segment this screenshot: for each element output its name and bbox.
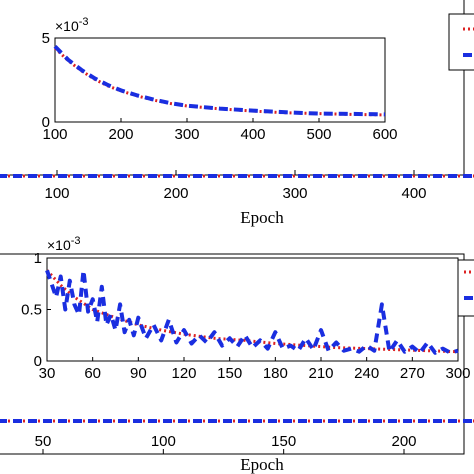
- bottom-inset-xtick-label: 120: [171, 365, 196, 382]
- bottom-inset-series-blue: [45, 268, 459, 355]
- bottom-main-frame: [0, 253, 465, 455]
- bottom-main-xticks: 50100150200250: [35, 433, 417, 454]
- top-inset-ytick-label: 5: [42, 30, 50, 47]
- top-inset-xtick-label: 200: [108, 126, 133, 143]
- bottom-main-xlabel: Epoch: [240, 455, 284, 474]
- top-inset-xtick-label: 600: [372, 126, 397, 143]
- top-inset-xtick-label: 100: [42, 126, 67, 143]
- top-inset-xtick-label: 500: [306, 126, 331, 143]
- top-legend: [448, 13, 474, 71]
- bottom-inset-exponent: ×10-3: [47, 235, 81, 253]
- top-inset-ytick-label: 0: [42, 114, 50, 131]
- bottom-main-tick-label: 50: [35, 433, 52, 450]
- bottom-main-axes: 50100150200250 Epoch: [0, 253, 474, 474]
- top-inset-xtick-label: 400: [240, 126, 265, 143]
- top-inset-exponent: ×10-3: [55, 16, 89, 34]
- top-main-tick-label: 100: [44, 185, 69, 202]
- bottom-inset-xtick-label: 150: [217, 365, 242, 382]
- bottom-inset-xtick-label: 210: [308, 365, 333, 382]
- top-inset-axes: 100 200 300 400 500 600 0 5 ×10-3: [42, 16, 398, 143]
- bottom-inset-xtick-label: 240: [354, 365, 379, 382]
- bottom-inset-axes: 30 60 90 120 150 180 210 240 270 300 0 0.5 1 ×10-3: [21, 235, 470, 382]
- top-main-tick-label: 300: [282, 185, 307, 202]
- top-main-axes: 100 200 300 400 500 Epoch: [0, 0, 474, 227]
- top-inset-xtick-label: 300: [174, 126, 199, 143]
- bottom-legend-box: [457, 259, 474, 317]
- top-inset-series-blue: [53, 44, 386, 117]
- bottom-main-tick-label: 100: [151, 433, 176, 450]
- top-legend-box: [448, 13, 474, 71]
- bottom-inset-series-red: [45, 269, 459, 354]
- bottom-inset-ytick-label: 0: [34, 353, 42, 370]
- bottom-inset-xtick-label: 90: [130, 365, 147, 382]
- bottom-inset-xtick-label: 60: [84, 365, 101, 382]
- top-main-tick-label: 200: [163, 185, 188, 202]
- top-main-xlabel: Epoch: [240, 208, 284, 227]
- top-main-frame: [0, 0, 465, 176]
- bottom-inset-xtick-label: 300: [445, 365, 470, 382]
- bottom-inset-xtick-label: 180: [263, 365, 288, 382]
- bottom-main-tick-label: 200: [391, 433, 416, 450]
- top-inset-ticks: 100 200 300 400 500 600 0 5: [42, 30, 398, 143]
- bottom-inset-ytick-label: 0.5: [21, 302, 42, 319]
- bottom-legend: [457, 259, 474, 317]
- bottom-inset-ytick-label: 1: [34, 250, 42, 267]
- top-inset-series: [53, 44, 386, 117]
- bottom-inset-series: [45, 268, 459, 355]
- bottom-inset-frame: [46, 257, 459, 362]
- bottom-inset-ticks: 30 60 90 120 150 180 210 240 270 300 0 0.5 1: [21, 250, 470, 382]
- top-main-tick-label: 400: [401, 185, 426, 202]
- bottom-main-tick-label: 150: [271, 433, 296, 450]
- bottom-inset-xtick-label: 270: [400, 365, 425, 382]
- bottom-inset-xtick-label: 30: [39, 365, 56, 382]
